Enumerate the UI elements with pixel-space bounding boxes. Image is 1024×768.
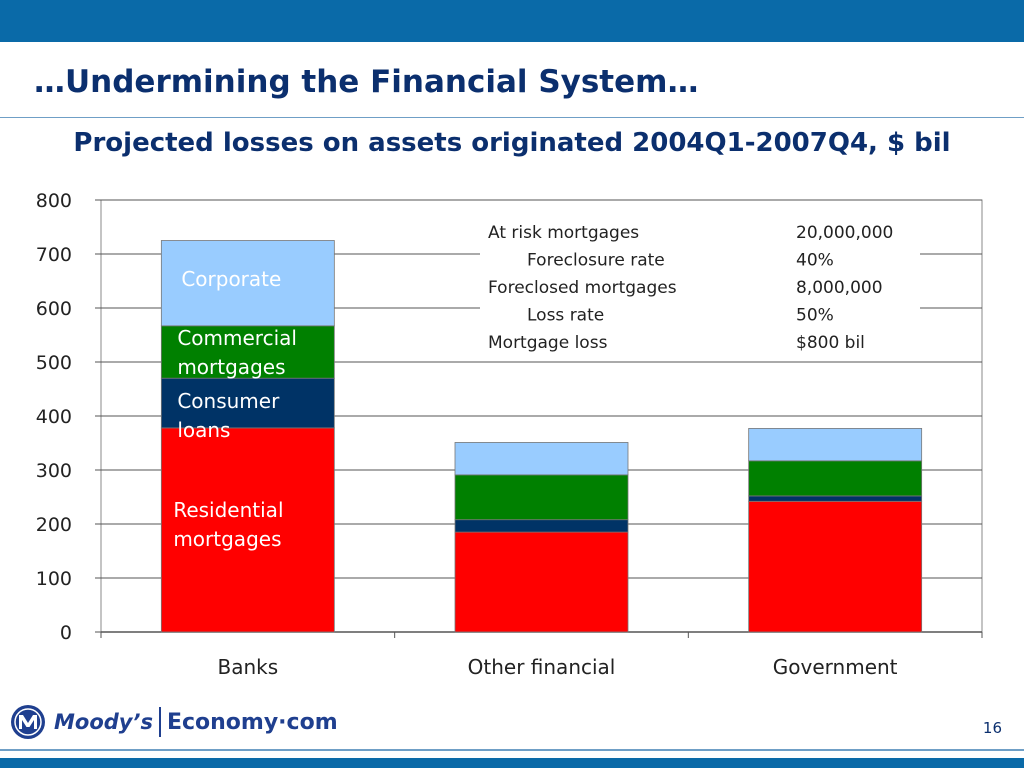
bar-segment: [160, 240, 335, 327]
series-label: Commercial: [177, 326, 297, 350]
y-tick-label: 700: [36, 244, 72, 266]
bar-segment: [160, 377, 335, 429]
annotation-box: [480, 216, 920, 361]
y-tick-label: 0: [60, 622, 72, 644]
y-tick-label: 200: [36, 514, 72, 536]
series-label: loans: [177, 418, 230, 442]
annotation-label: Foreclosed mortgages: [488, 278, 677, 298]
y-tick-label: 400: [36, 406, 72, 428]
logo-separator: [158, 707, 161, 737]
chart-title: Projected losses on assets originated 20…: [73, 128, 951, 158]
y-tick-label: 300: [36, 460, 72, 482]
logo-economy-text: Economy·com: [166, 709, 338, 735]
footer-divider: [0, 749, 1024, 751]
x-tick-label: Other financial: [468, 655, 616, 679]
annotation-value: 8,000,000: [796, 278, 883, 298]
moodys-seal-icon: [11, 705, 45, 739]
bar-segment: [454, 519, 629, 533]
bar-segment: [454, 442, 629, 476]
y-tick-label: 600: [36, 298, 72, 320]
series-label: Corporate: [181, 267, 281, 291]
annotation-value: $800 bil: [796, 333, 865, 353]
header-bar: [0, 0, 1024, 42]
bar-segment: [748, 495, 923, 502]
annotation-value: 50%: [796, 306, 834, 326]
stacked-bar-chart: 0 100 200 300 400 500 600 700 800 Banks Other fina…: [36, 190, 983, 679]
y-tick-label: 100: [36, 568, 72, 590]
y-tick-label: 500: [36, 352, 72, 374]
series-label: Consumer: [177, 389, 280, 413]
x-tick-label: Banks: [218, 655, 279, 679]
annotation-label: Loss rate: [527, 306, 604, 326]
bar-segment: [160, 325, 335, 379]
slide-title: …Undermining the Financial System…: [34, 64, 699, 100]
page-number: 16: [982, 719, 1002, 737]
bar-segment: [454, 531, 629, 633]
series-label: Residential: [173, 498, 283, 522]
logo-moodys-text: Moody’s: [54, 710, 153, 734]
annotation-label: Mortgage loss: [488, 333, 608, 353]
bar-segment: [748, 500, 923, 633]
bar-segment: [454, 474, 629, 521]
bar-segment: [748, 428, 923, 462]
title-divider: [0, 117, 1024, 118]
bar-segment: [160, 427, 335, 633]
bar-segment: [748, 460, 923, 497]
footer-bar: [0, 758, 1024, 768]
y-tick-label: 800: [36, 190, 72, 212]
annotation-label: Foreclosure rate: [527, 251, 665, 271]
annotation-value: 20,000,000: [796, 223, 893, 243]
series-label: mortgages: [173, 527, 281, 551]
series-label: mortgages: [177, 355, 285, 379]
x-tick-label: Government: [773, 655, 898, 679]
moodys-economy-logo: Moody’s Economy·com: [10, 702, 338, 742]
annotation-label: At risk mortgages: [488, 223, 639, 243]
annotation-value: 40%: [796, 251, 834, 271]
